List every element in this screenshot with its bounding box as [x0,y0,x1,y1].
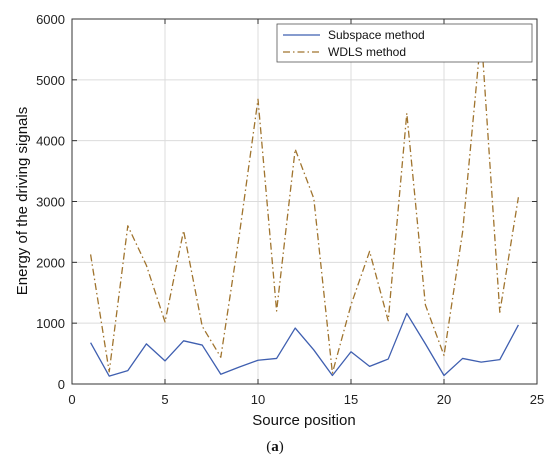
x-tick-label: 10 [251,392,265,407]
y-tick-label: 2000 [36,255,65,270]
legend: Subspace method WDLS method [276,23,533,63]
caption-close: ) [278,439,284,455]
x-tick-label: 25 [530,392,544,407]
y-tick-label: 4000 [36,134,65,149]
y-tick-label: 5000 [36,73,65,88]
grid-lines [71,18,538,385]
x-tick-label: 5 [161,392,168,407]
caption-open: ( [266,439,272,455]
y-tick-label: 0 [58,377,65,392]
legend-box [276,23,533,63]
series-line-wdls [89,32,520,374]
tick-labels: 0 5 10 15 20 25 0 1000 2000 3000 4000 5000 6000 [36,12,544,407]
figure-caption: (a) [0,439,550,456]
legend-label-wdls: WDLS method [328,45,406,59]
series-layer [89,32,520,377]
y-tick-label: 3000 [36,195,65,210]
y-tick-label: 6000 [36,12,65,27]
y-tick-label: 1000 [36,316,65,331]
x-tick-label: 0 [68,392,75,407]
legend-label-subspace: Subspace method [328,28,425,42]
x-tick-label: 15 [344,392,358,407]
caption-letter: a [271,439,279,455]
series-line-subspace [90,312,519,377]
x-axis-label: Source position [252,412,355,429]
x-tick-label: 20 [437,392,451,407]
y-axis-label: Energy of the driving signals [14,107,31,295]
tick-marks [71,18,538,385]
